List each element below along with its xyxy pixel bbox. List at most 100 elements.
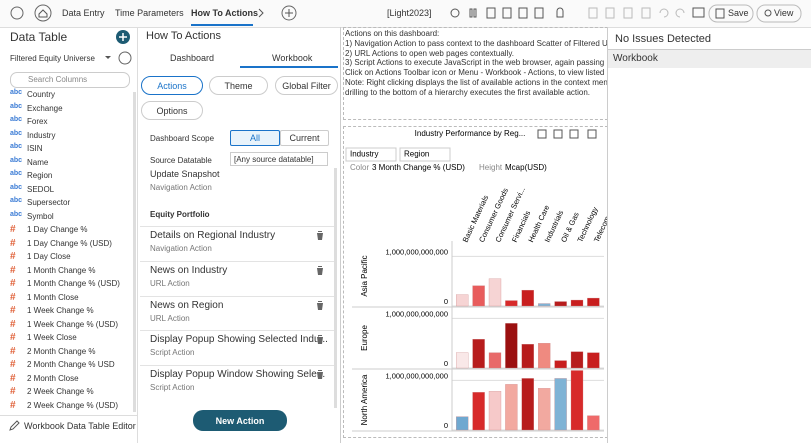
issue-row[interactable] bbox=[608, 49, 811, 68]
bar[interactable] bbox=[538, 388, 551, 431]
bar[interactable] bbox=[521, 378, 534, 431]
note-line: Click on Actions Toolbar icon or Menu - … bbox=[345, 68, 605, 78]
column-name[interactable]: Name bbox=[27, 157, 49, 167]
tab-next[interactable] bbox=[258, 8, 264, 18]
column-name[interactable]: 2 Week Change % bbox=[27, 387, 94, 396]
action-name[interactable]: News on Region bbox=[150, 299, 224, 311]
delete-icon[interactable] bbox=[315, 334, 325, 345]
bar[interactable] bbox=[587, 297, 600, 307]
bar[interactable] bbox=[472, 285, 485, 307]
source-controls[interactable] bbox=[100, 50, 136, 66]
column-name[interactable]: 2 Month Change % bbox=[27, 346, 96, 356]
add-column[interactable] bbox=[115, 29, 135, 45]
bar[interactable] bbox=[472, 392, 485, 431]
tab[interactable]: Data Entry bbox=[62, 8, 105, 18]
tab[interactable]: Dashboard bbox=[170, 53, 215, 63]
view-button[interactable]: View bbox=[774, 8, 794, 18]
action-name[interactable]: Details on Regional Industry bbox=[150, 230, 276, 241]
scope-current[interactable]: Current bbox=[280, 130, 329, 146]
action-name[interactable]: News on Industry bbox=[150, 264, 228, 276]
add-tab[interactable] bbox=[281, 5, 297, 21]
column-name[interactable]: ISIN bbox=[27, 144, 43, 153]
bar[interactable] bbox=[570, 370, 584, 431]
theme-selector[interactable]: [Light2023] bbox=[387, 8, 432, 18]
column-name[interactable]: Supersector bbox=[27, 198, 71, 207]
tab[interactable]: Time Parameters bbox=[115, 8, 184, 18]
action-name[interactable]: Update Snapshot bbox=[150, 169, 220, 179]
column-name[interactable]: 1 Week Change % bbox=[27, 306, 94, 315]
bar[interactable] bbox=[587, 415, 600, 431]
bar[interactable] bbox=[538, 303, 551, 307]
tab-active[interactable]: How To Actions bbox=[191, 8, 258, 18]
column-name[interactable]: 1 Day Close bbox=[27, 252, 71, 261]
trash-glyph bbox=[316, 300, 324, 310]
data-source[interactable]: Filtered Equity Universe bbox=[10, 54, 95, 63]
bar[interactable] bbox=[521, 344, 534, 369]
tab-active[interactable]: Workbook bbox=[272, 53, 313, 63]
bar[interactable] bbox=[538, 343, 551, 369]
bar[interactable] bbox=[472, 339, 485, 369]
chart-tool[interactable] bbox=[587, 129, 597, 139]
column-name[interactable]: Symbol bbox=[27, 211, 54, 221]
bar[interactable] bbox=[505, 300, 518, 307]
bar[interactable] bbox=[456, 416, 469, 431]
column-name[interactable]: 2 Month Close bbox=[27, 373, 79, 383]
bar[interactable] bbox=[554, 378, 567, 431]
bar[interactable] bbox=[554, 301, 567, 307]
delete-icon[interactable] bbox=[315, 265, 325, 276]
bar[interactable] bbox=[505, 323, 518, 369]
source-dropdown[interactable]: [Any source datatable] bbox=[230, 152, 328, 166]
bar[interactable] bbox=[570, 299, 584, 307]
save-button[interactable]: Save bbox=[728, 8, 749, 18]
home-icon[interactable] bbox=[34, 4, 52, 22]
actions-button[interactable]: Actions bbox=[141, 76, 203, 95]
bar[interactable] bbox=[456, 294, 469, 307]
chart-tool[interactable] bbox=[569, 129, 579, 139]
bar[interactable] bbox=[570, 351, 584, 369]
new-action-button[interactable]: New Action bbox=[193, 410, 287, 431]
column-name[interactable]: 2 Week Change % (USD) bbox=[27, 400, 118, 410]
column-name[interactable]: 1 Week Close bbox=[27, 333, 77, 342]
y-field-pill[interactable] bbox=[399, 147, 451, 162]
delete-icon[interactable] bbox=[315, 300, 325, 311]
column-type: abc bbox=[10, 129, 23, 137]
bar[interactable] bbox=[505, 384, 518, 431]
scope-all[interactable]: All bbox=[230, 130, 280, 146]
column-name[interactable]: 1 Day Change % bbox=[27, 225, 88, 234]
column-name[interactable]: SEDOL bbox=[27, 184, 55, 194]
bar[interactable] bbox=[488, 391, 502, 431]
column-name[interactable]: 1 Week Change % (USD) bbox=[27, 319, 118, 329]
chart-tool[interactable] bbox=[537, 129, 547, 139]
column-name[interactable]: 1 Month Change % (USD) bbox=[27, 279, 120, 288]
x-field-pill[interactable] bbox=[345, 147, 397, 162]
column-name[interactable]: Region bbox=[27, 171, 53, 180]
footer-link[interactable]: Workbook Data Table Editor bbox=[24, 421, 136, 431]
bar[interactable] bbox=[456, 352, 469, 369]
action-name[interactable]: Display Popup Window Showing Sele... bbox=[150, 369, 326, 381]
bar[interactable] bbox=[554, 360, 567, 369]
tool-icons[interactable] bbox=[450, 4, 802, 23]
options-button[interactable]: Options bbox=[141, 101, 203, 120]
action-name[interactable]: Display Popup Showing Selected Indu... bbox=[150, 334, 328, 346]
bar[interactable] bbox=[587, 352, 600, 369]
column-name[interactable]: 2 Month Change % USD bbox=[27, 360, 115, 369]
bar[interactable] bbox=[488, 278, 502, 307]
delete-icon[interactable] bbox=[315, 230, 325, 241]
issues-title: No Issues Detected bbox=[615, 33, 711, 45]
chart-tool[interactable] bbox=[553, 129, 563, 139]
issue-item[interactable]: Workbook bbox=[613, 53, 658, 64]
menu-icon[interactable] bbox=[10, 6, 24, 20]
column-name[interactable]: 1 Month Change % bbox=[27, 265, 96, 275]
column-name[interactable]: Forex bbox=[27, 117, 48, 126]
column-name[interactable]: 1 Month Close bbox=[27, 292, 79, 302]
global-filter-button[interactable]: Global Filter bbox=[275, 76, 338, 95]
bar[interactable] bbox=[521, 289, 534, 307]
delete-icon[interactable] bbox=[315, 369, 325, 380]
search-box[interactable] bbox=[10, 72, 130, 88]
column-name[interactable]: Exchange bbox=[27, 103, 63, 113]
theme-button[interactable]: Theme bbox=[209, 76, 268, 95]
column-name[interactable]: Industry bbox=[27, 130, 56, 140]
bar[interactable] bbox=[488, 352, 502, 369]
column-name[interactable]: 1 Day Change % (USD) bbox=[27, 238, 112, 248]
column-name[interactable]: Country bbox=[27, 90, 56, 99]
